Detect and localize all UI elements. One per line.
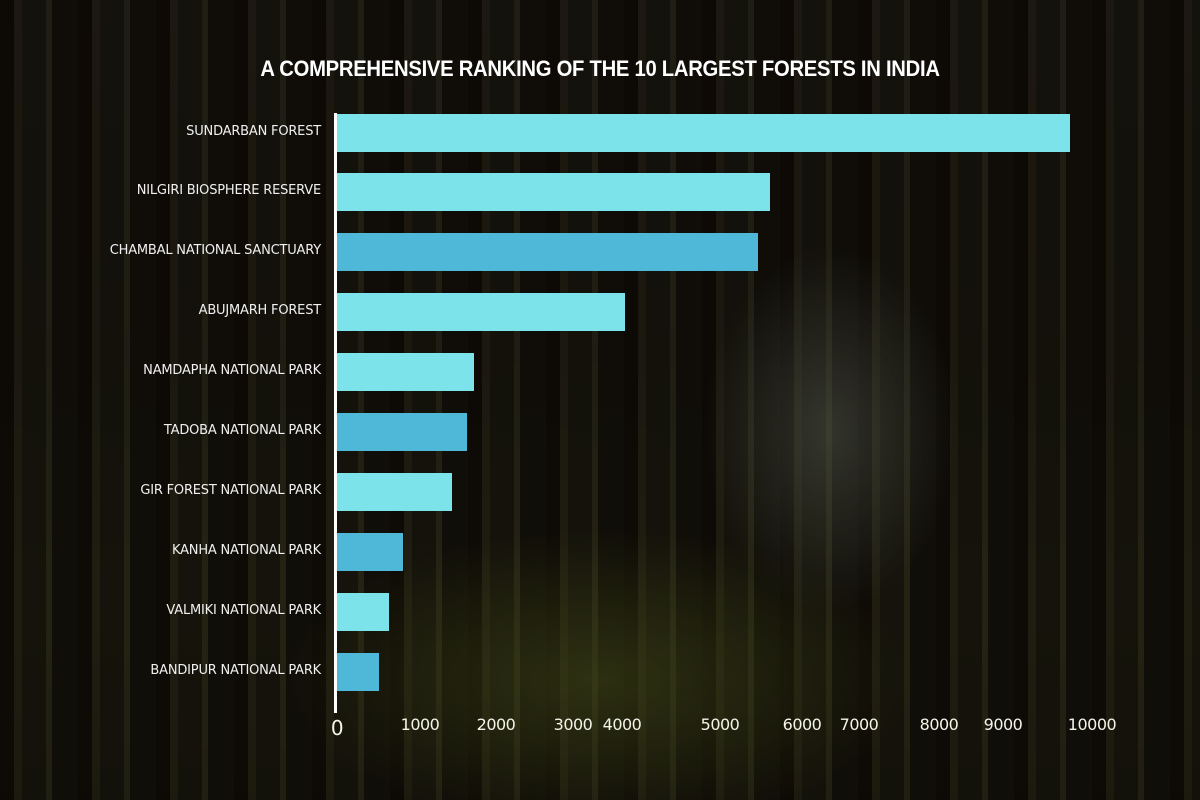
bar — [337, 653, 379, 691]
category-label: GIR FOREST NATIONAL PARK — [140, 483, 321, 498]
chart-title: A COMPREHENSIVE RANKING OF THE 10 LARGES… — [260, 56, 940, 81]
x-tick-label: 2000 — [476, 715, 516, 734]
x-tick-label: 8000 — [919, 715, 959, 734]
x-tick-label: 5000 — [700, 715, 740, 734]
bar — [337, 173, 770, 211]
category-label: ABUJMARH FOREST — [198, 303, 322, 318]
category-label: VALMIKI NATIONAL PARK — [166, 603, 321, 618]
x-tick-label: 6000 — [782, 715, 822, 734]
bar — [337, 233, 758, 271]
bar — [337, 593, 389, 631]
x-tick-label: 3000 — [553, 715, 593, 734]
category-label: SUNDARBAN FOREST — [186, 124, 321, 139]
category-label: NAMDAPHA NATIONAL PARK — [143, 363, 321, 378]
x-tick-label: 10000 — [1067, 715, 1117, 734]
y-axis-line — [334, 113, 337, 713]
x-tick-label: 1000 — [400, 715, 440, 734]
bar — [337, 533, 403, 571]
bar — [337, 293, 625, 331]
bar — [337, 353, 474, 391]
x-tick-label: 7000 — [839, 715, 879, 734]
bar — [337, 114, 1070, 152]
x-tick-label: 4000 — [602, 715, 642, 734]
category-label: BANDIPUR NATIONAL PARK — [150, 663, 321, 678]
bar — [337, 413, 467, 451]
category-label: KANHA NATIONAL PARK — [172, 543, 321, 558]
category-label: TADOBA NATIONAL PARK — [163, 423, 321, 438]
category-label: NILGIRI BIOSPHERE RESERVE — [136, 183, 321, 198]
category-label: CHAMBAL NATIONAL SANCTUARY — [109, 243, 321, 258]
bar — [337, 473, 452, 511]
x-tick-label: 9000 — [983, 715, 1023, 734]
x-tick-label: 0 — [330, 716, 344, 740]
